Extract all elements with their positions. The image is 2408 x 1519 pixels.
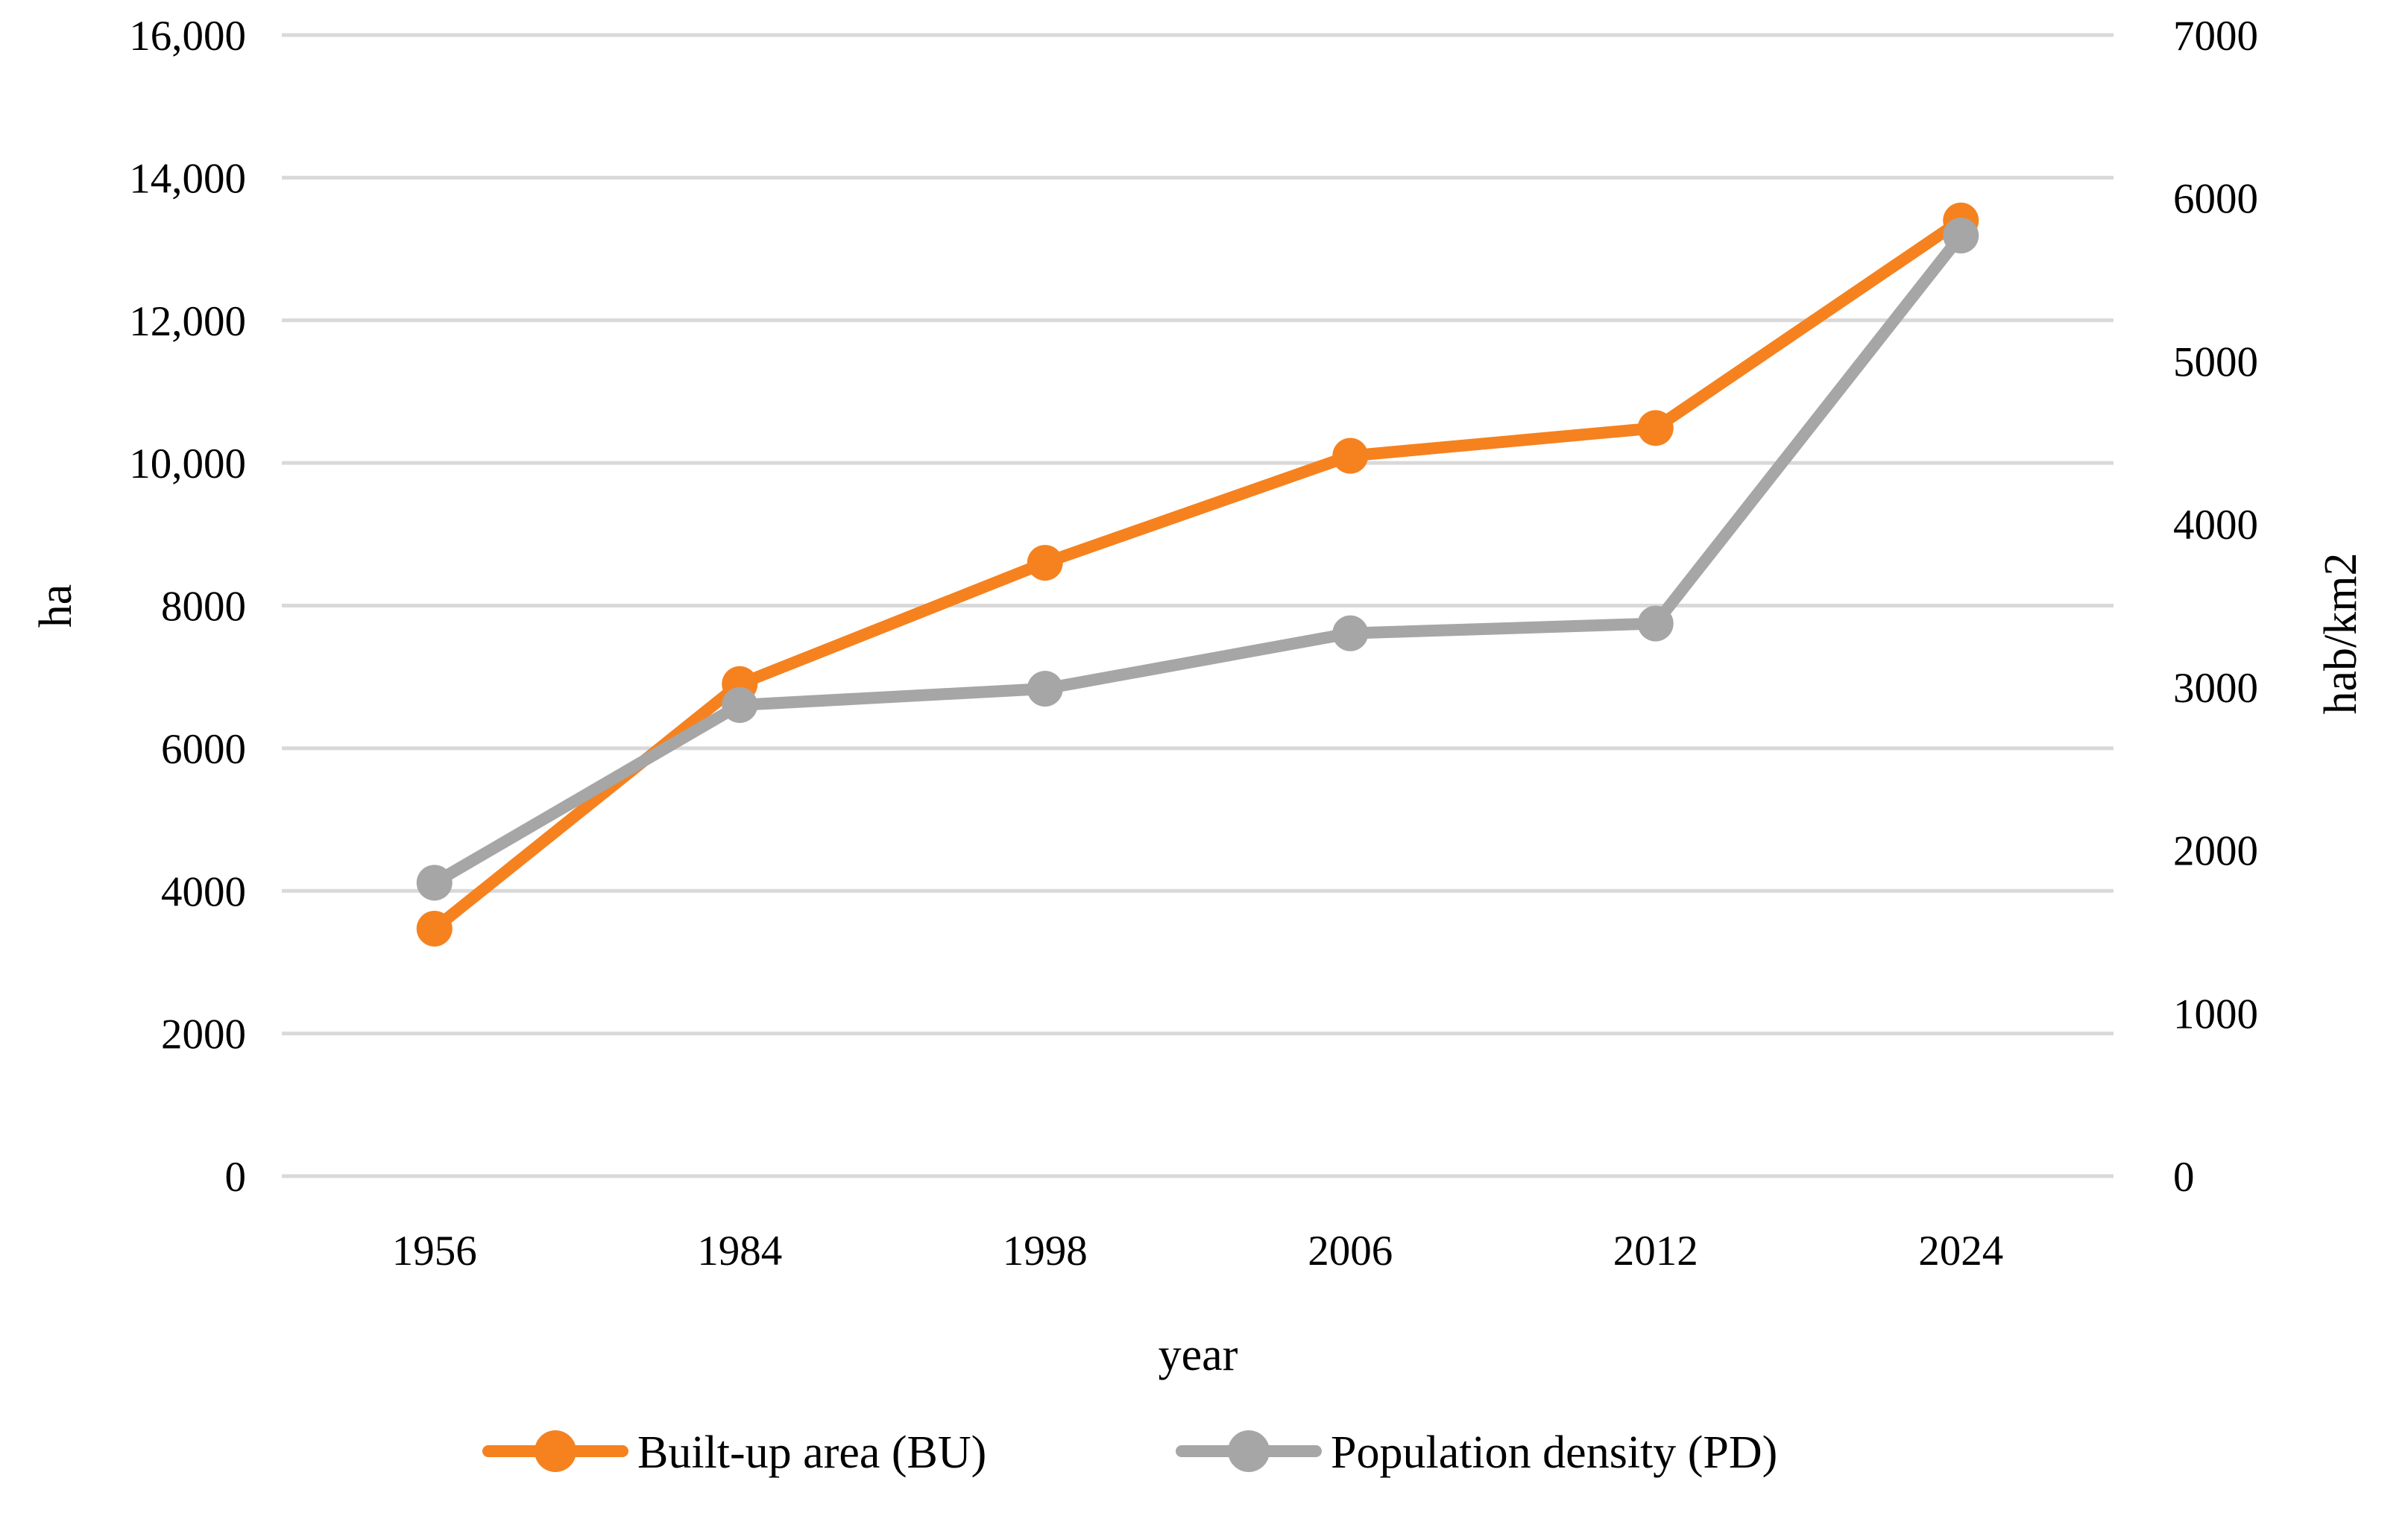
built-up-area-line [428, 214, 1967, 935]
gridlines [282, 33, 2114, 1178]
right-axis-tick-label: 5000 [2173, 338, 2258, 385]
x-axis-tick-label: 1956 [392, 1228, 477, 1275]
right-axis-tick-label: 4000 [2173, 502, 2258, 549]
left-axis-tick-label: 10,000 [129, 440, 246, 487]
right-axis-tick-label: 0 [2173, 1154, 2195, 1201]
left-axis-tick-label: 8000 [161, 584, 246, 631]
x-axis-tick-label: 1984 [697, 1228, 782, 1275]
x-axis-tick-label: 1998 [1003, 1228, 1088, 1275]
population-density-marker-1956 [416, 865, 453, 901]
built-up-area-marker-1956 [416, 910, 453, 947]
right-axis-tick-label: 7000 [2173, 13, 2258, 60]
left-axis-tick-label: 0 [225, 1154, 247, 1201]
x-axis-tick-label: 2012 [1613, 1228, 1698, 1275]
x-axis-tick-label: 2006 [1308, 1228, 1393, 1275]
left-axis-tick-labels: 0 2000 4000 6000 8000 10,000 12,000 14,000 16,00… [129, 13, 246, 1201]
right-axis-tick-labels: 0 1000 2000 3000 4000 5000 6000 7000 [2173, 13, 2258, 1201]
left-axis-tick-label: 4000 [161, 868, 246, 915]
legend-key-marker-built-up-area [535, 1430, 576, 1472]
population-density-marker-1998 [1027, 671, 1063, 707]
right-axis-tick-label: 3000 [2173, 665, 2258, 712]
right-axis-tick-label: 6000 [2173, 176, 2258, 223]
x-axis-title: year [1159, 1330, 1238, 1380]
legend-label-built-up-area: Built-up area (BU) [637, 1427, 986, 1478]
population-density-marker-2006 [1332, 615, 1369, 651]
left-axis-tick-label: 2000 [161, 1011, 246, 1058]
right-axis-tick-label: 1000 [2173, 991, 2258, 1038]
left-axis-tick-label: 16,000 [129, 13, 246, 60]
right-axis-title: hab/km2 [2316, 553, 2366, 715]
left-axis-tick-label: 6000 [161, 726, 246, 773]
x-axis-tick-labels: 1956 1984 1998 2006 2012 2024 [392, 1228, 2004, 1275]
x-axis-tick-label: 2024 [1918, 1228, 2003, 1275]
population-density-marker-2024 [1943, 218, 1979, 254]
built-up-area-marker-2012 [1637, 410, 1674, 446]
legend-label-population-density: Population density (PD) [1331, 1427, 1777, 1478]
built-up-area-marker-2006 [1332, 438, 1369, 474]
series-lines [416, 202, 1979, 947]
built-up-area-marker-1998 [1027, 545, 1063, 581]
left-axis-tick-label: 12,000 [129, 298, 246, 345]
population-density-marker-2012 [1637, 605, 1674, 642]
left-axis-tick-label: 14,000 [129, 155, 246, 202]
legend-key-marker-population-density [1228, 1430, 1270, 1472]
population-density-line [428, 230, 1967, 889]
legend: Built-up area (BU) Population density (P… [482, 1427, 1777, 1478]
population-density-marker-1984 [722, 686, 758, 723]
left-axis-title: ha [31, 584, 81, 628]
right-axis-tick-label: 2000 [2173, 828, 2258, 875]
